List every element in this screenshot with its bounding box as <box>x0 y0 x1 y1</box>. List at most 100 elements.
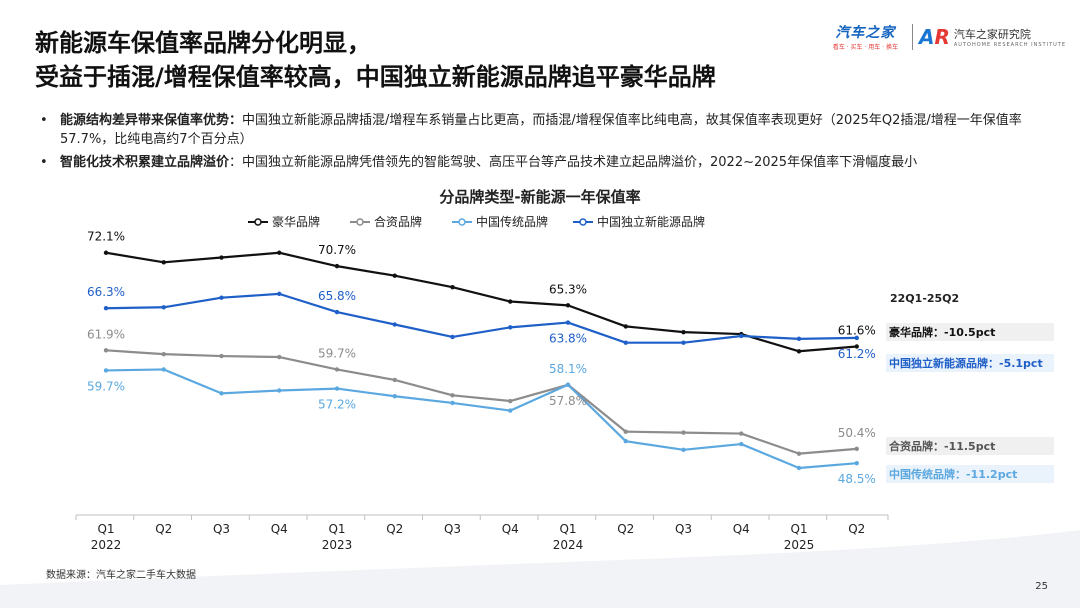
legend-label: 中国传统品牌 <box>476 214 548 229</box>
data-point <box>508 299 513 304</box>
data-point <box>508 325 513 330</box>
data-point <box>854 446 859 452</box>
data-point <box>508 398 513 404</box>
legend-marker <box>356 218 364 226</box>
data-source: 数据来源：汽车之家二手车大数据 <box>46 570 196 581</box>
legend-label: 中国独立新能源品牌 <box>597 214 705 229</box>
x-tick-label: Q1 <box>97 522 114 536</box>
side-note: 中国独立新能源品牌：-5.1pct <box>886 354 1054 372</box>
data-point <box>796 349 802 354</box>
data-point <box>219 295 224 300</box>
data-label: 70.7% <box>318 243 356 257</box>
side-note: 豪华品牌：-10.5pct <box>886 323 1054 341</box>
data-point <box>219 255 224 260</box>
side-note-bg <box>886 465 1054 483</box>
data-point <box>565 303 571 308</box>
page-number: 25 <box>1035 581 1048 592</box>
data-point <box>854 344 859 349</box>
data-point <box>392 322 397 327</box>
legend-marker <box>458 218 466 226</box>
data-point <box>103 348 109 353</box>
data-label: 61.6% <box>838 323 876 337</box>
data-point <box>161 367 166 372</box>
x-tick-label: Q2 <box>155 522 172 536</box>
side-note: 合资品牌：-11.5pct <box>886 437 1054 455</box>
data-point <box>450 400 455 406</box>
side-note-bg <box>886 354 1054 372</box>
x-tick-label: Q4 <box>271 522 288 536</box>
legend-entry: 豪华品牌 <box>248 214 320 229</box>
legend-label: 合资品牌 <box>374 214 422 229</box>
data-point <box>623 429 628 434</box>
side-note-bg <box>886 437 1054 455</box>
legend-entry: 中国传统品牌 <box>452 214 548 229</box>
x-tick-label: Q2 <box>386 522 403 536</box>
data-label: 61.9% <box>87 327 125 341</box>
data-point <box>161 305 166 310</box>
side-period-header: 22Q1-25Q2 <box>890 292 960 305</box>
research-institute-en: AUTOHOME RESEARCH INSTITUTE <box>953 41 1066 48</box>
data-label: 48.5% <box>838 472 876 486</box>
logo-divider <box>911 23 913 50</box>
ar-mark-icon: AR <box>919 25 950 49</box>
data-point <box>161 260 166 265</box>
data-point <box>103 250 109 255</box>
bullet-list: • 能源结构差异带来保值率优势：中国独立新能源品牌插混/增程车系销量占比更高，而… <box>40 111 1060 176</box>
side-note-text: 中国独立新能源品牌：-5.1pct <box>889 356 1043 370</box>
data-label: 50.4% <box>838 426 876 440</box>
title-line-1: 新能源车保值率品牌分化明显， <box>35 29 371 57</box>
data-label: 59.7% <box>318 346 356 360</box>
series-line <box>105 368 857 470</box>
data-point <box>450 284 455 290</box>
side-note-bg <box>886 323 1054 341</box>
data-point <box>565 320 571 325</box>
autohome-logo: 汽车之家 看车 · 买车 · 用车 · 换车 <box>833 22 898 51</box>
side-note: 中国传统品牌：-11.2pct <box>886 465 1054 483</box>
data-label: 66.3% <box>87 285 125 299</box>
data-point <box>450 393 455 398</box>
x-tick-label: Q1 <box>328 522 345 536</box>
data-label: 63.8% <box>549 332 587 346</box>
x-tick-label: Q2 <box>848 522 865 536</box>
x-tick-label: Q3 <box>444 522 461 536</box>
data-point <box>796 451 802 456</box>
series-line <box>105 251 857 353</box>
data-point <box>796 336 802 342</box>
data-point <box>277 388 282 393</box>
data-point <box>681 340 686 345</box>
data-point <box>277 354 282 360</box>
legend-label: 豪华品牌 <box>272 214 320 229</box>
bullet-heading: 能源结构差异带来保值率优势： <box>60 113 243 128</box>
data-point <box>219 353 224 359</box>
legend-marker <box>254 218 262 226</box>
x-year-label: 2023 <box>322 538 353 552</box>
data-label: 72.1% <box>87 230 125 244</box>
data-point <box>277 291 282 297</box>
data-point <box>796 465 802 471</box>
x-tick-label: Q1 <box>559 522 576 536</box>
series-line <box>105 292 857 344</box>
data-point <box>334 386 340 391</box>
side-note-text: 豪华品牌：-10.5pct <box>889 325 995 339</box>
data-point <box>392 394 397 399</box>
research-institute-logo: AR 汽车之家研究院 AUTOHOME RESEARCH INSTITUTE <box>919 25 1066 49</box>
data-point <box>334 309 340 315</box>
data-point <box>219 391 224 396</box>
data-point <box>739 431 744 436</box>
bullet-marker: • <box>40 155 48 170</box>
page-title: 新能源车保值率品牌分化明显， 受益于插混/增程保值率较高，中国独立新能源品牌追平… <box>35 26 716 94</box>
x-tick-label: Q4 <box>733 522 750 536</box>
data-point <box>739 333 744 339</box>
data-point <box>623 324 628 329</box>
research-institute-name: 汽车之家研究院 <box>953 27 1031 41</box>
bullet-item: • 智能化技术积累建立品牌溢价：中国独立新能源品牌凭借领先的智能驾驶、高压平台等… <box>40 153 1060 172</box>
background-swoosh <box>0 530 1080 608</box>
bullet-item: • 能源结构差异带来保值率优势：中国独立新能源品牌插混/增程车系销量占比更高，而… <box>40 111 1060 149</box>
data-label: 65.8% <box>318 289 356 303</box>
bullet-heading: 智能化技术积累建立品牌溢价 <box>60 155 230 170</box>
ar-mark-r: R <box>934 24 950 49</box>
series-line <box>105 349 857 455</box>
x-year-label: 2022 <box>91 538 122 552</box>
legend-marker <box>579 218 587 226</box>
